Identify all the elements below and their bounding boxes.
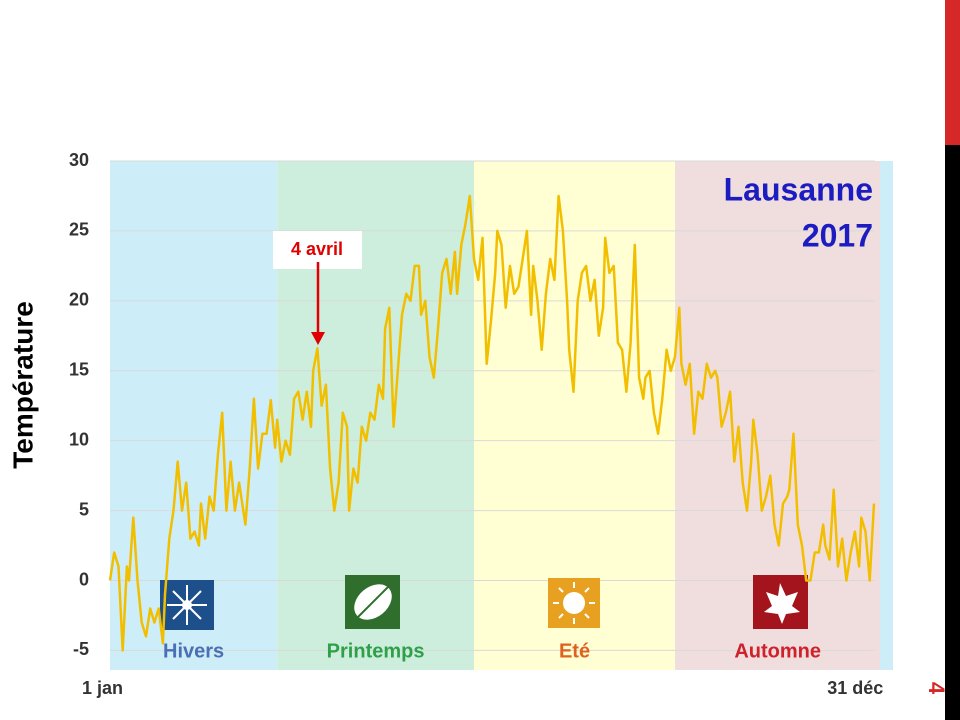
annotation-text: 4 avril xyxy=(291,239,343,259)
y-tick-label: 20 xyxy=(69,290,89,310)
y-tick-label: 30 xyxy=(69,150,89,170)
title-line: Lausanne xyxy=(724,171,873,207)
season-label: Printemps xyxy=(327,640,425,662)
arrow-head xyxy=(311,332,325,345)
x-tick-label: 31 déc xyxy=(827,678,883,698)
page-number: 4 xyxy=(924,682,949,695)
x-tick-label: 1 jan xyxy=(82,678,123,698)
y-axis-label: Température xyxy=(7,301,38,469)
temperature-line xyxy=(108,194,876,652)
autumn-icon xyxy=(753,575,808,629)
annotation: 4 avril xyxy=(273,231,362,345)
y-tick-label: 10 xyxy=(69,429,89,449)
y-tick-label: 0 xyxy=(79,569,89,589)
y-tick-label: 5 xyxy=(79,499,89,519)
title-line: 2017 xyxy=(802,217,873,253)
season-label: Hivers xyxy=(163,640,224,662)
side-bar-red xyxy=(945,0,960,145)
y-tick-label: 15 xyxy=(69,360,89,380)
season-label: Automne xyxy=(734,640,821,662)
season-label: Eté xyxy=(559,640,590,662)
y-tick-label: 25 xyxy=(69,220,89,240)
side-bar-black xyxy=(945,145,960,720)
winter-strip xyxy=(880,161,893,670)
spring-icon xyxy=(345,575,400,629)
summer-icon xyxy=(548,578,600,628)
winter-icon xyxy=(160,580,214,630)
y-tick-label: -5 xyxy=(73,639,89,659)
